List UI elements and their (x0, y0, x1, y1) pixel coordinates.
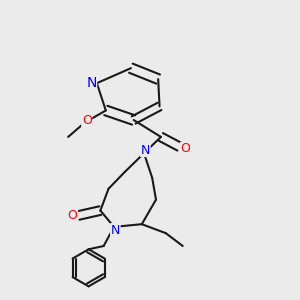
Text: N: N (86, 76, 97, 90)
Text: N: N (141, 143, 150, 157)
Text: O: O (68, 209, 77, 222)
Text: O: O (181, 142, 190, 155)
Text: O: O (82, 114, 92, 127)
Text: N: N (111, 224, 120, 237)
